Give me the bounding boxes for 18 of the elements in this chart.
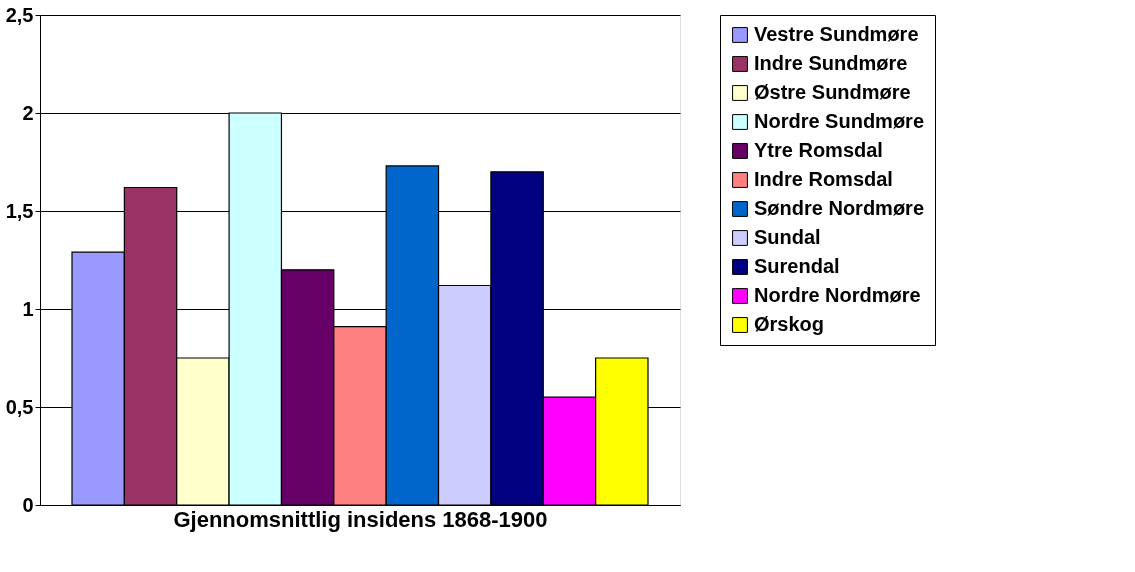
legend-label: Ørskog	[754, 313, 825, 335]
legend-label: Indre Sundmøre	[754, 52, 908, 74]
x-tick-label: Gjennomsnittlig insidens 1868-1900	[173, 506, 548, 532]
y-tick-label: 1,5	[5, 199, 34, 222]
legend-label: Søndre Nordmøre	[754, 197, 925, 219]
legend-label: Østre Sundmøre	[754, 81, 911, 103]
y-tick-label: 1	[22, 297, 34, 320]
y-tick-label: 2,5	[5, 3, 34, 26]
legend-label: Nordre Sundmøre	[754, 110, 925, 132]
legend-label: Nordre Nordmøre	[754, 284, 921, 306]
legend-label: Surendal	[754, 255, 840, 277]
y-tick-label: 2	[22, 101, 34, 124]
y-tick-label: 0,5	[5, 395, 34, 418]
legend-label: Vestre Sundmøre	[754, 23, 919, 45]
legend-label: Indre Romsdal	[754, 168, 893, 190]
legend-label: Ytre Romsdal	[754, 139, 883, 161]
y-tick-label: 0	[22, 493, 34, 516]
legend-label: Sundal	[754, 226, 821, 248]
